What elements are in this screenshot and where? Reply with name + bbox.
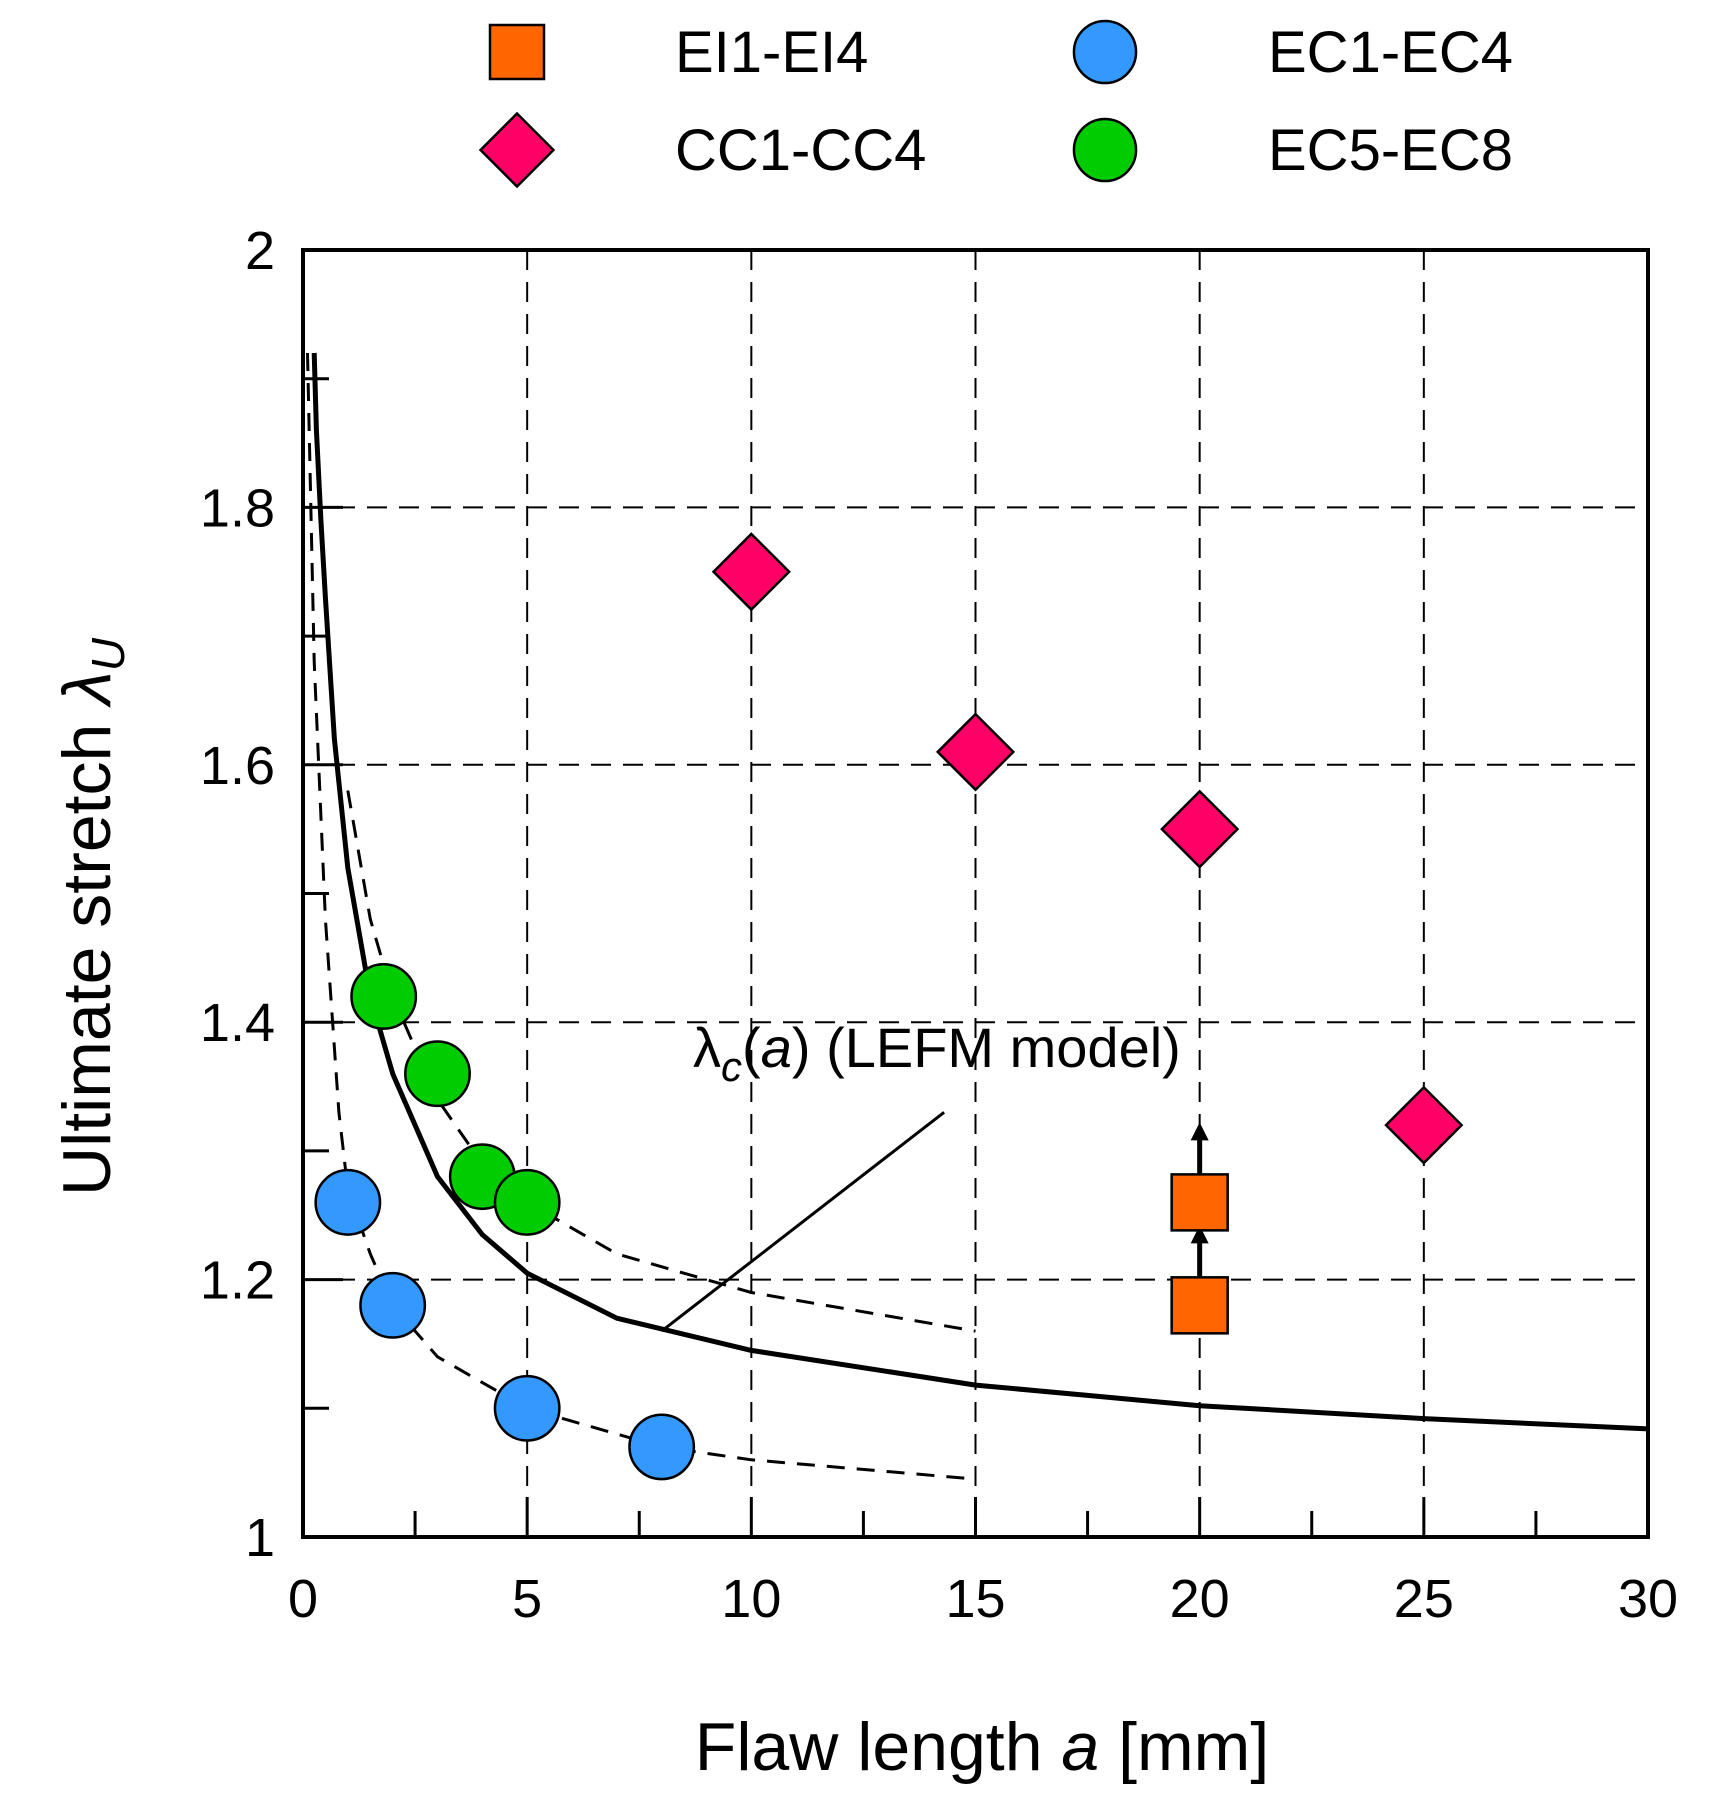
data-point-cc1-cc4 xyxy=(711,532,791,612)
legend-label: CC1-CC4 xyxy=(675,118,926,183)
legend-label: EC5-EC8 xyxy=(1268,118,1513,183)
x-tick-label: 10 xyxy=(721,1569,781,1629)
data-point-ei1-ei4 xyxy=(1170,1173,1229,1232)
legend-label: EI1-EI4 xyxy=(675,20,868,85)
grid xyxy=(303,250,1648,1537)
annotation-label: λc(a) (LEFM model) xyxy=(693,1016,1181,1090)
y-axis-title: Ultimate stretch λU xyxy=(49,637,134,1196)
lower-bound-arrow-head xyxy=(1190,1225,1209,1244)
data-point-cc1-cc4 xyxy=(1384,1085,1464,1165)
data-markers xyxy=(314,532,1464,1481)
data-point-ei1-ei4 xyxy=(1170,1276,1229,1335)
legend: EI1-EI4 CC1-CC4 EC1-EC4 EC5-EC8 xyxy=(478,19,1513,189)
y-tick-label: 1.4 xyxy=(200,993,275,1053)
y-tick-label: 1.8 xyxy=(200,478,275,538)
y-tick-label: 2 xyxy=(245,221,275,281)
annotation: λc(a) (LEFM model) xyxy=(660,1016,1181,1333)
data-point-ec5-ec8 xyxy=(493,1168,561,1236)
lefm-model-curve xyxy=(311,352,1649,1432)
y-tick-label: 1.6 xyxy=(200,736,275,796)
y-tick-label: 1 xyxy=(245,1508,275,1568)
data-point-ec1-ec4 xyxy=(493,1374,561,1442)
x-tick-label: 5 xyxy=(512,1569,542,1629)
data-point-cc1-cc4 xyxy=(1160,789,1240,869)
axis-ticks xyxy=(301,248,1650,1539)
x-axis-title: Flaw length a [mm] xyxy=(695,1709,1269,1785)
model-curves xyxy=(306,352,1649,1481)
x-tick-label: 15 xyxy=(945,1569,1005,1629)
legend-label: EC1-EC4 xyxy=(1268,20,1513,85)
tick-labels: 0 5 10 15 20 25 30 1 1.2 1.4 1.6 1.8 2 xyxy=(200,221,1678,1629)
x-tick-label: 30 xyxy=(1618,1569,1678,1629)
annotation-leader-line xyxy=(660,1111,946,1333)
data-point-ec1-ec4 xyxy=(314,1168,382,1236)
data-point-ec1-ec4 xyxy=(628,1413,696,1481)
x-tick-label: 0 xyxy=(288,1569,318,1629)
data-point-ec1-ec4 xyxy=(359,1271,427,1339)
data-point-cc1-cc4 xyxy=(935,712,1016,792)
data-point-ec5-ec8 xyxy=(404,1040,471,1108)
legend-marker-ec5-ec8 xyxy=(1072,117,1138,183)
lower-bound-arrow-head xyxy=(1190,1122,1209,1141)
data-point-ec5-ec8 xyxy=(350,963,418,1030)
x-tick-label: 25 xyxy=(1394,1569,1454,1629)
lower-bound-arrows xyxy=(1190,1122,1209,1278)
y-tick-label: 1.2 xyxy=(200,1251,275,1311)
legend-marker-ei1-ei4 xyxy=(488,23,546,81)
x-tick-label: 20 xyxy=(1170,1569,1230,1629)
legend-marker-cc1-cc4 xyxy=(478,111,556,189)
legend-marker-ec1-ec4 xyxy=(1072,19,1138,85)
